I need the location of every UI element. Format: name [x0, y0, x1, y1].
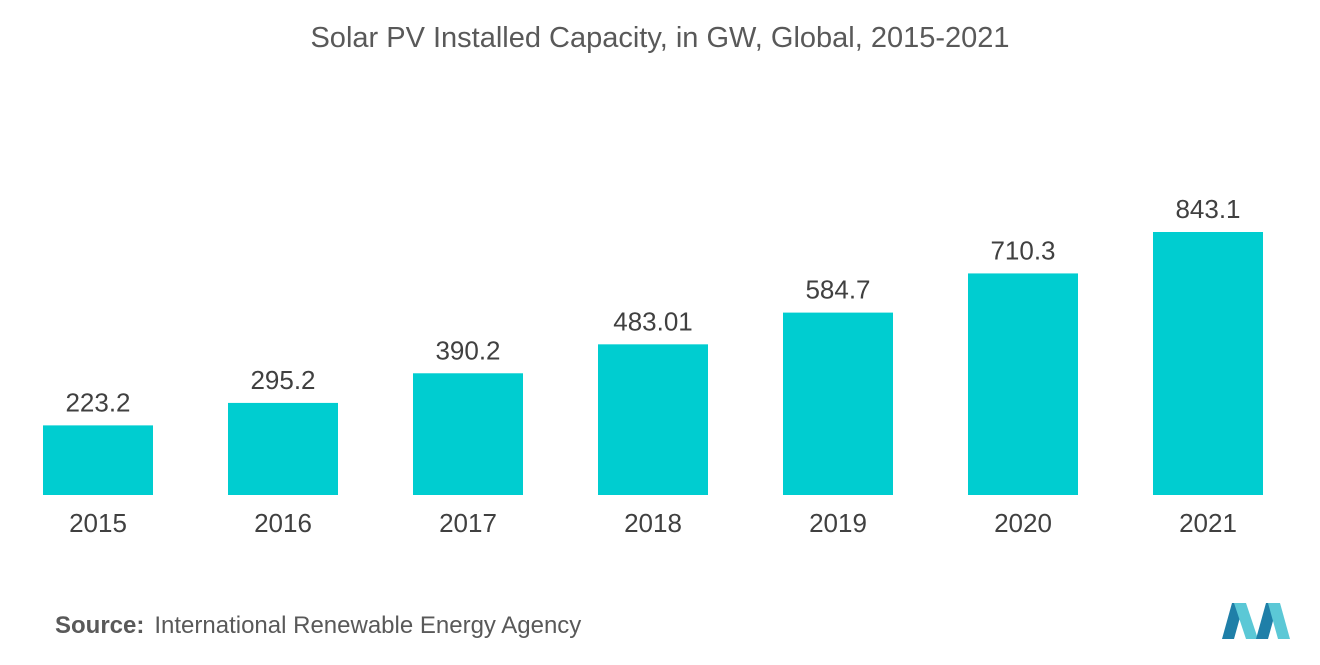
- bar-2019: [783, 312, 893, 495]
- x-tick-label-2018: 2018: [624, 508, 682, 538]
- data-label-2017: 390.2: [435, 335, 500, 365]
- chart-title: Solar PV Installed Capacity, in GW, Glob…: [310, 22, 1010, 54]
- source-label: Source:: [55, 612, 145, 639]
- bar-2015: [43, 425, 153, 495]
- x-tick-label-2021: 2021: [1179, 508, 1237, 538]
- bar-2018: [598, 344, 708, 495]
- bar-2020: [968, 273, 1078, 495]
- data-label-2018: 483.01: [613, 306, 693, 336]
- bar-2021: [1153, 232, 1263, 495]
- source-note: Source: International Renewable Energy Ag…: [55, 612, 581, 640]
- bar-2017: [413, 373, 523, 495]
- x-tick-label-2020: 2020: [994, 508, 1052, 538]
- x-tick-label-2017: 2017: [439, 508, 497, 538]
- data-label-2020: 710.3: [990, 235, 1055, 265]
- data-label-2021: 843.1: [1175, 194, 1240, 224]
- company-logo-icon: [1222, 603, 1290, 639]
- x-tick-label-2016: 2016: [254, 508, 312, 538]
- source-text: International Renewable Energy Agency: [154, 612, 582, 639]
- bar-2016: [228, 402, 338, 495]
- x-tick-label-2015: 2015: [69, 508, 127, 538]
- data-label-2019: 584.7: [805, 275, 870, 305]
- data-label-2016: 295.2: [250, 365, 315, 395]
- data-label-2015: 223.2: [65, 387, 130, 417]
- x-tick-label-2019: 2019: [809, 508, 867, 538]
